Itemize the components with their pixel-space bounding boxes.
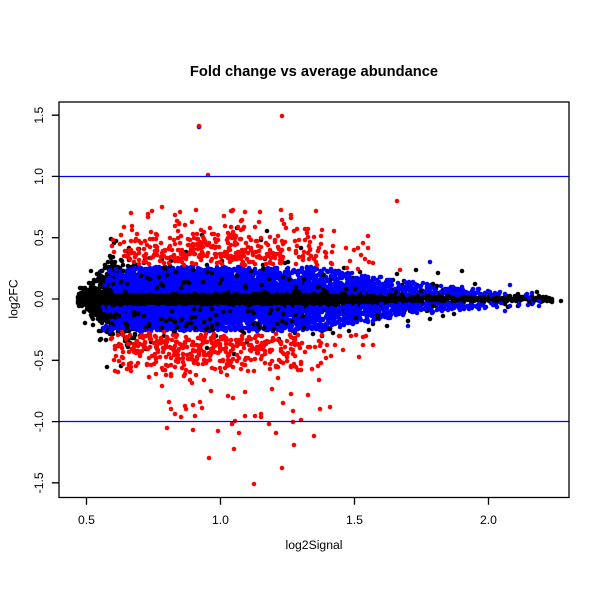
svg-text:1.5: 1.5 [346, 513, 363, 527]
svg-text:0.5: 0.5 [32, 229, 46, 246]
svg-text:Fold change vs average abundan: Fold change vs average abundance [190, 64, 438, 80]
svg-text:log2Signal: log2Signal [286, 538, 343, 552]
svg-text:2.0: 2.0 [480, 513, 497, 527]
svg-text:0.0: 0.0 [32, 290, 46, 307]
svg-text:-1.5: -1.5 [32, 472, 46, 493]
svg-text:-0.5: -0.5 [32, 350, 46, 371]
svg-text:log2FC: log2FC [7, 279, 21, 318]
svg-text:0.5: 0.5 [78, 513, 95, 527]
svg-text:1.0: 1.0 [212, 513, 229, 527]
svg-text:1.5: 1.5 [32, 107, 46, 124]
svg-text:1.0: 1.0 [32, 168, 46, 185]
svg-text:-1.0: -1.0 [32, 411, 46, 432]
